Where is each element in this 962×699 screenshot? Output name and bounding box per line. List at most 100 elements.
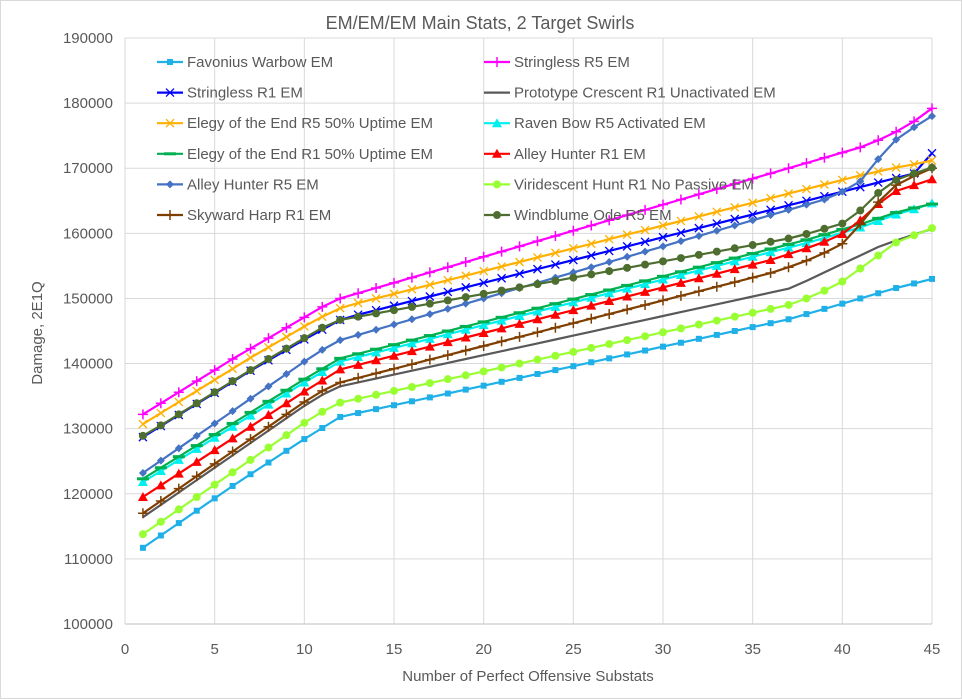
data-point <box>389 363 399 374</box>
data-point <box>784 189 793 199</box>
data-point <box>605 340 614 349</box>
data-point <box>459 324 472 328</box>
data-point <box>298 377 311 381</box>
legend-marker <box>492 57 502 67</box>
data-point <box>712 207 722 217</box>
data-point <box>317 301 328 312</box>
y-tick-label: 170000 <box>63 160 113 177</box>
data-point <box>317 385 328 396</box>
data-point <box>928 163 936 172</box>
data-point <box>355 410 362 417</box>
data-point <box>209 445 220 455</box>
data-point <box>425 292 435 301</box>
series-stringless-r5-em <box>137 103 937 420</box>
data-point <box>264 342 273 352</box>
data-point <box>390 306 398 315</box>
data-point <box>785 316 792 323</box>
data-point <box>659 242 667 251</box>
data-point <box>587 263 596 272</box>
data-point <box>875 290 882 297</box>
data-point <box>442 337 453 347</box>
data-point <box>621 283 634 287</box>
data-point <box>640 204 651 215</box>
data-point <box>729 277 740 288</box>
data-point <box>371 355 382 365</box>
x-tick-label: 30 <box>655 641 672 658</box>
data-point <box>819 180 829 189</box>
data-point <box>407 315 416 324</box>
data-point <box>174 444 183 453</box>
x-tick-label: 45 <box>924 641 941 658</box>
data-point <box>300 418 309 427</box>
data-point <box>173 387 184 398</box>
data-point <box>209 432 220 442</box>
data-point <box>461 371 470 380</box>
data-point <box>765 168 776 179</box>
data-point <box>622 210 633 221</box>
x-tick-label: 10 <box>296 641 313 658</box>
data-point <box>550 260 560 270</box>
data-point <box>208 433 221 437</box>
data-point <box>657 274 669 278</box>
data-point <box>908 206 921 210</box>
data-point <box>532 327 543 338</box>
data-point <box>783 262 794 273</box>
data-point <box>640 286 651 296</box>
data-point <box>354 394 363 403</box>
data-point <box>442 350 453 361</box>
data-point <box>281 388 292 398</box>
legend-item: Elegy of the End R1 50% Uptime EM <box>157 146 433 163</box>
data-point <box>371 347 382 357</box>
data-point <box>818 233 831 237</box>
data-point <box>712 316 721 325</box>
data-point <box>227 433 238 443</box>
y-tick-label: 120000 <box>63 486 113 503</box>
data-point <box>192 399 201 408</box>
data-point <box>586 313 597 324</box>
data-point <box>534 370 541 377</box>
data-point <box>622 291 633 301</box>
legend-label: Elegy of the End R1 50% Uptime EM <box>187 146 433 163</box>
legend-marker <box>165 118 175 128</box>
data-point <box>749 324 756 331</box>
data-point <box>676 237 685 246</box>
data-point <box>462 386 469 393</box>
series-elegy-of-the-end-r5-50-uptime-em <box>138 155 937 429</box>
data-point <box>766 205 776 215</box>
data-point <box>175 520 182 527</box>
data-point <box>819 247 830 258</box>
data-point <box>640 299 651 310</box>
data-point <box>639 279 652 283</box>
data-point <box>514 311 525 321</box>
data-point <box>280 388 293 392</box>
data-point <box>336 336 345 345</box>
data-point <box>892 135 901 144</box>
data-point <box>675 277 686 287</box>
data-point <box>568 318 579 329</box>
data-point <box>820 286 829 295</box>
data-point <box>442 329 453 339</box>
data-point <box>513 311 526 315</box>
data-point <box>801 238 812 248</box>
data-point <box>533 355 542 364</box>
data-point <box>855 219 866 230</box>
data-point <box>784 300 793 309</box>
data-point <box>605 257 614 266</box>
data-point <box>856 177 865 186</box>
data-point <box>246 394 255 403</box>
series-alley-hunter-r5-em <box>138 112 936 477</box>
data-point <box>838 277 847 286</box>
data-point <box>353 372 364 383</box>
data-point <box>155 495 166 506</box>
data-point <box>319 425 326 432</box>
data-point <box>746 252 759 256</box>
legend-marker <box>492 148 502 158</box>
data-point <box>623 252 632 261</box>
data-point <box>550 309 561 319</box>
data-point <box>604 246 614 256</box>
data-point <box>910 169 919 178</box>
data-point <box>568 225 579 236</box>
data-point <box>353 359 364 369</box>
data-point <box>516 374 523 381</box>
data-point <box>192 431 201 440</box>
